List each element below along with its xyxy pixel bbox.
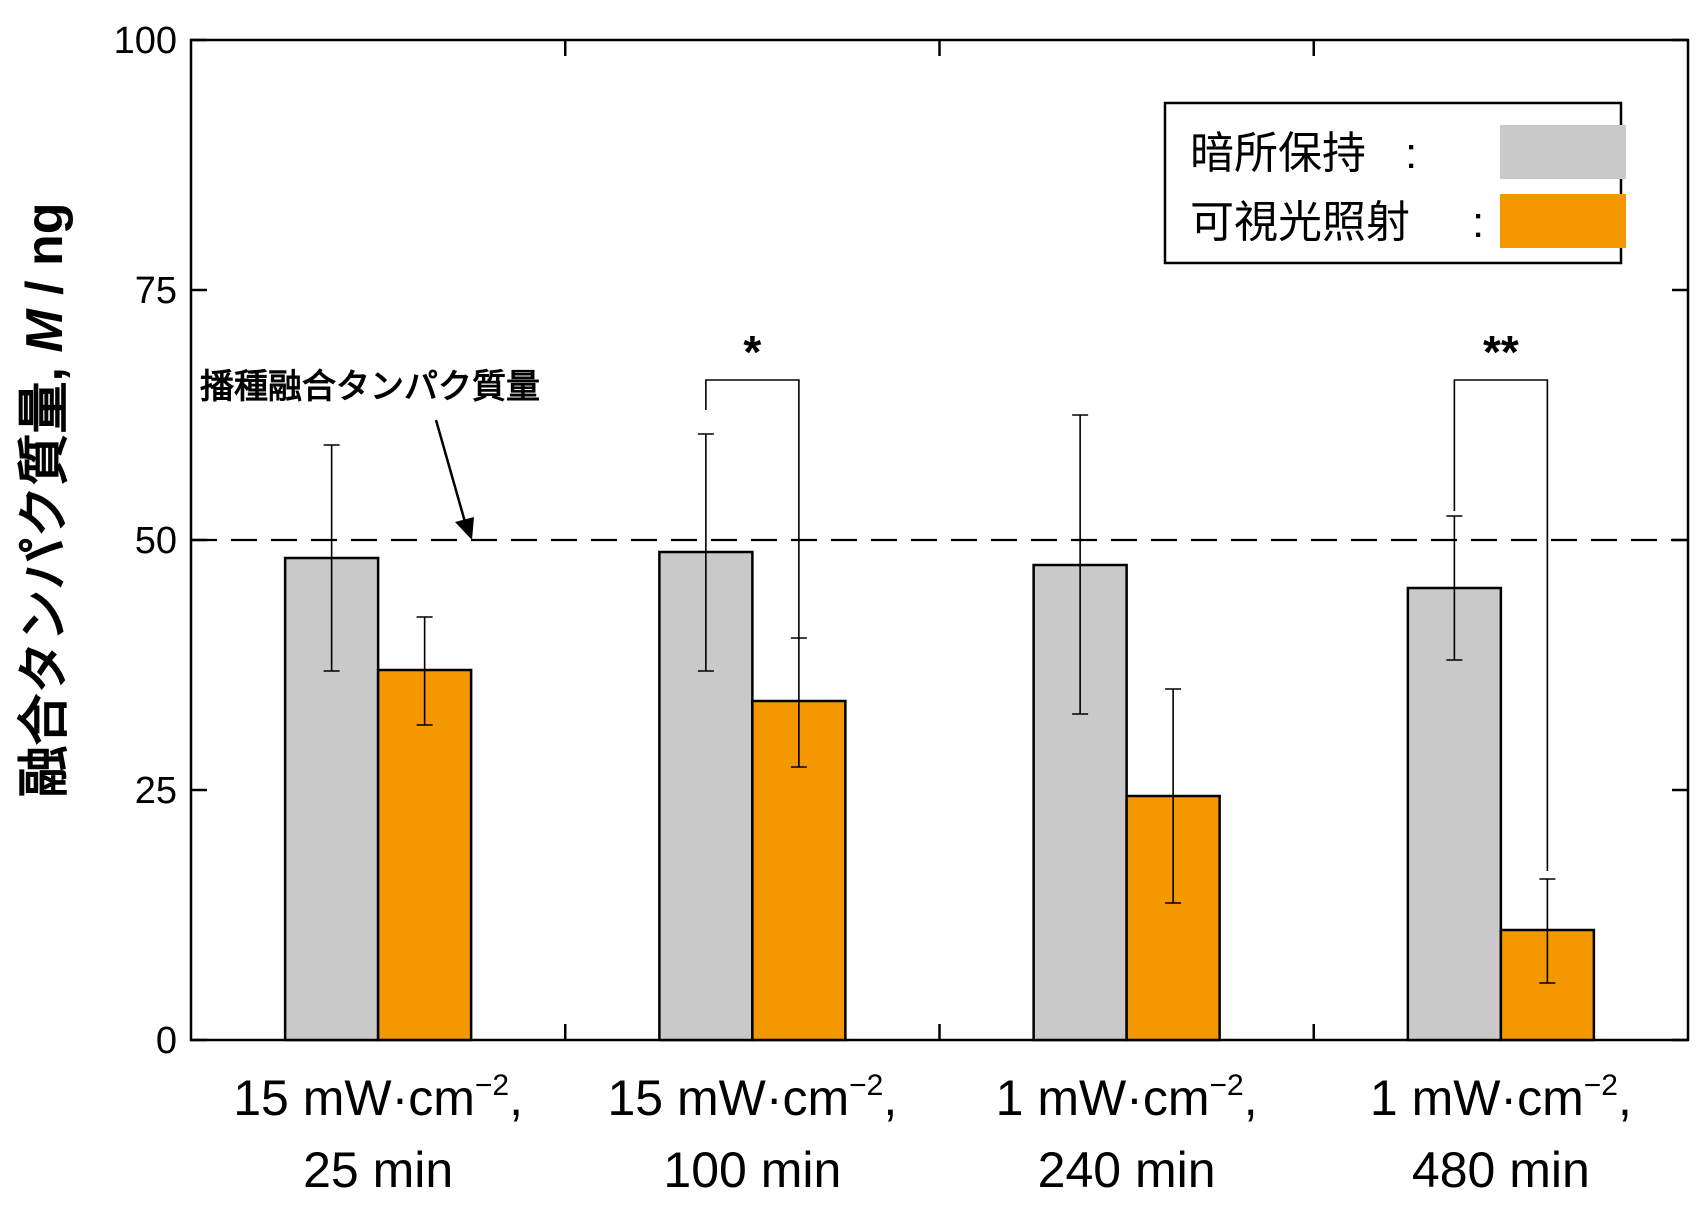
category-comma: ,: [1244, 1070, 1258, 1126]
y-axis: 0 25 50 75 100: [114, 20, 1688, 1062]
category-label-line1: 15 mW·cm−2,: [607, 1069, 897, 1126]
legend: 暗所保持 : 可視光照射 :: [1163, 101, 1626, 265]
x-axis: [564, 40, 1315, 1040]
significance-label: *: [743, 326, 761, 378]
y-axis-title: 融合タンパク質量, M / ng: [16, 202, 74, 797]
category-comma: ,: [1618, 1070, 1632, 1126]
category-comma: ,: [509, 1070, 523, 1126]
significance-label: **: [1483, 326, 1519, 378]
category-label-line1: 1 mW·cm−2,: [1370, 1069, 1632, 1126]
category-label-line1: 1 mW·cm−2,: [996, 1069, 1258, 1126]
bar-light: [376, 668, 473, 1042]
category-label-line2: 480 min: [1412, 1142, 1590, 1198]
y-tick-label: 75: [135, 270, 177, 312]
legend-label-dark: 暗所保持: [1190, 129, 1366, 178]
y-tick-label: 100: [114, 20, 177, 62]
category-unit: 1 mW·cm: [996, 1070, 1210, 1126]
legend-separator-dark: :: [1405, 129, 1417, 178]
category-unit: 15 mW·cm: [607, 1070, 849, 1126]
legend-swatch-dark: [1500, 125, 1626, 179]
y-tick-label: 0: [156, 1020, 177, 1062]
y-axis-title-main: 融合タンパク質量,: [16, 353, 74, 798]
category-unit-exponent: −2: [849, 1069, 883, 1102]
significance-bracket: [1453, 379, 1549, 871]
legend-swatch-light: [1500, 194, 1626, 248]
legend-label-light: 可視光照射: [1190, 198, 1410, 247]
y-axis-title-variable: M: [16, 308, 74, 353]
category-label-line2: 100 min: [663, 1142, 841, 1198]
reference-line-label: 播種融合タンパク質量: [200, 368, 540, 406]
category-unit: 1 mW·cm: [1370, 1070, 1584, 1126]
y-tick-label: 25: [135, 770, 177, 812]
significance-brackets: * **: [705, 326, 1549, 871]
category-unit: 15 mW·cm: [233, 1070, 475, 1126]
y-tick-label: 50: [135, 520, 177, 562]
category-comma: ,: [883, 1070, 897, 1126]
y-axis-title-unit: / ng: [16, 202, 74, 309]
category-label-line1: 15 mW·cm−2,: [233, 1069, 523, 1126]
category-label-line2: 25 min: [303, 1142, 453, 1198]
reference-arrow: [434, 419, 474, 540]
category-unit-exponent: −2: [475, 1069, 509, 1102]
error-bars: [323, 414, 1556, 984]
bar-dark: [1406, 586, 1503, 1042]
category-unit-exponent: −2: [1584, 1069, 1618, 1102]
significance-bracket: [705, 379, 800, 638]
category-label-line2: 240 min: [1038, 1142, 1216, 1198]
bars: [283, 550, 1596, 1042]
category-unit-exponent: −2: [1209, 1069, 1243, 1102]
legend-separator-light: :: [1472, 198, 1484, 247]
